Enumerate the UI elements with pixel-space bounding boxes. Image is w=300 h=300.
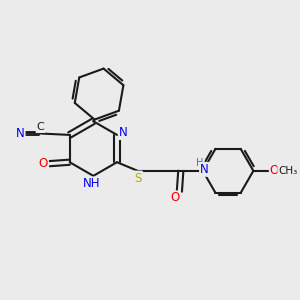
Text: O: O <box>39 157 48 170</box>
Text: N: N <box>16 127 25 140</box>
Text: N: N <box>119 126 128 139</box>
Text: NH: NH <box>83 177 101 190</box>
Text: N: N <box>200 163 209 176</box>
Text: O: O <box>270 164 279 177</box>
Text: H: H <box>196 158 204 168</box>
Text: CH₃: CH₃ <box>278 166 298 176</box>
Text: C: C <box>37 122 44 132</box>
Text: O: O <box>170 191 180 204</box>
Text: S: S <box>135 172 142 184</box>
